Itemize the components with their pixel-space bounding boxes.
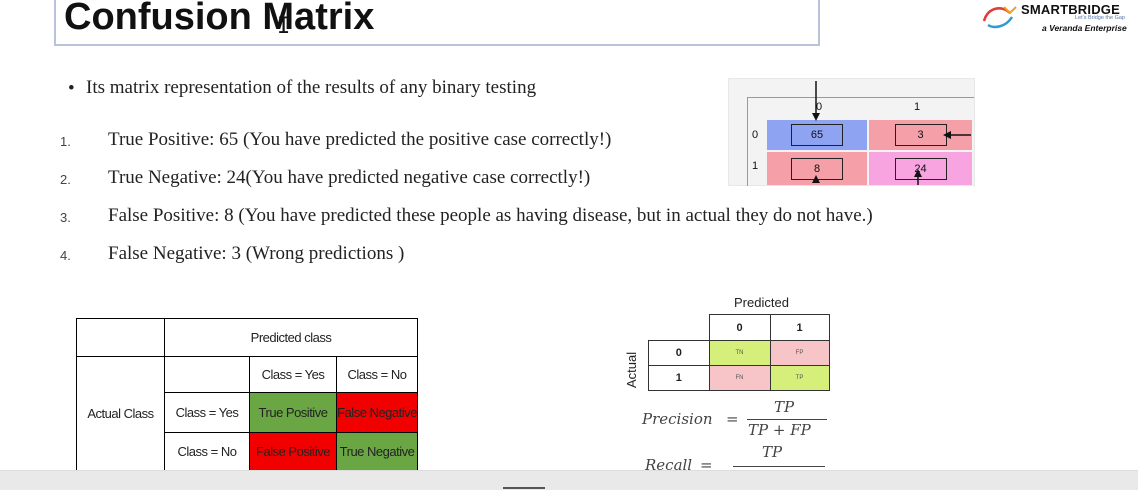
predicted-class-table: Predicted class Actual Class Class = Yes…: [76, 318, 418, 471]
matrix-cell-fn: FN: [708, 365, 771, 391]
fraction-bar: [733, 466, 825, 467]
logo-name: SMARTBRIDGE: [1021, 2, 1120, 17]
logo-subtitle: a Veranda Enterprise: [1042, 23, 1127, 33]
list-item: True Negative: 24(You have predicted neg…: [108, 167, 591, 188]
crop-cell-tn: 65: [767, 120, 867, 150]
matrix-col-0: 0: [708, 314, 771, 341]
matrix-col-1: 1: [769, 314, 830, 341]
recall-label: Recall: [645, 456, 693, 474]
list-number: 4.: [60, 248, 71, 263]
matrix-cell-tn: TN: [708, 340, 771, 366]
confusion-matrix-image: 0 1 0 1 65 3 8 24: [728, 78, 975, 186]
matrix-cell-fp: FP: [769, 340, 830, 366]
scrollbar-thumb[interactable]: [503, 487, 545, 489]
matrix-cell-tp: TP: [769, 365, 830, 391]
precision-denominator: TP + FP: [748, 421, 811, 439]
precision-equals: =: [726, 410, 739, 428]
text-cursor-icon: I: [277, 14, 291, 39]
matrix-predicted-label: Predicted: [734, 295, 789, 310]
table-header-predicted: Predicted class: [164, 318, 418, 357]
crop-col-label: 1: [913, 101, 921, 113]
table-header-actual: Actual Class: [76, 356, 165, 471]
crop-cell-tp: 24: [869, 152, 972, 185]
annotation-arrows-icon: [812, 81, 971, 185]
list-item: False Negative: 3 (Wrong predictions ): [108, 243, 405, 264]
table-col-no: Class = No: [336, 356, 418, 393]
table-row-no: Class = No: [164, 432, 250, 471]
matrix-actual-label: Actual: [624, 351, 639, 388]
logo-tagline: Let's Bridge the Gap: [1075, 15, 1125, 21]
false-positive-cell: False Positive: [249, 432, 337, 471]
list-item: True Positive: 65 (You have predicted th…: [108, 129, 612, 150]
crop-cell-value: 65: [791, 124, 843, 146]
precision-label: Precision: [642, 410, 713, 428]
true-negative-cell: True Negative: [336, 432, 418, 471]
list-number: 2.: [60, 172, 71, 187]
crop-col-label: 0: [815, 101, 823, 113]
smartbridge-logo-icon: [982, 6, 1017, 29]
fraction-bar: [747, 419, 827, 420]
bullet-icon: •: [68, 78, 75, 99]
precision-numerator: TP: [774, 398, 795, 416]
slide-title: Confusion Matrix: [64, 0, 375, 38]
matrix-row-1: 1: [648, 365, 710, 391]
recall-equals: =: [700, 456, 713, 474]
recall-numerator: TP: [762, 443, 783, 461]
true-positive-cell: True Positive: [249, 392, 337, 433]
table-row-yes: Class = Yes: [164, 392, 250, 433]
tn-fp-matrix: 0 1 0 TN FP 1 FN TP: [648, 314, 830, 391]
false-negative-cell: False Negative: [336, 392, 418, 433]
horizontal-scrollbar[interactable]: [0, 470, 1138, 490]
list-item: False Positive: 8 (You have predicted th…: [108, 205, 873, 226]
table-col-yes: Class = Yes: [249, 356, 337, 393]
title-frame: [54, 0, 820, 46]
matrix-row-0: 0: [648, 340, 710, 366]
crop-row-label: 1: [751, 160, 759, 172]
bullet-text: Its matrix representation of the results…: [86, 77, 537, 98]
list-number: 1.: [60, 134, 71, 149]
crop-row-label: 0: [751, 129, 759, 141]
list-number: 3.: [60, 210, 71, 225]
